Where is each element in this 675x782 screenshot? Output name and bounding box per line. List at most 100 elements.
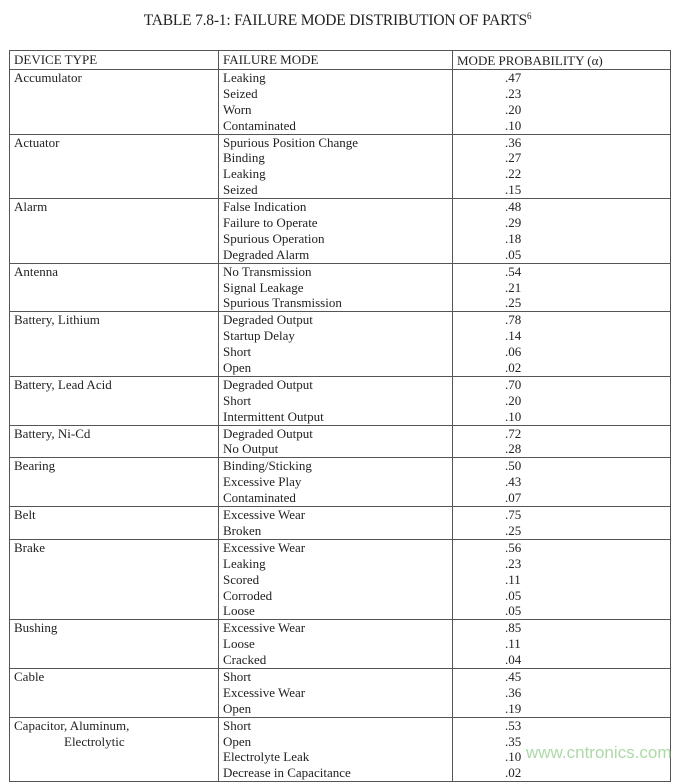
mode-probability-cell: .48.29.18.05	[452, 198, 671, 264]
failure-mode: Startup Delay	[223, 328, 295, 344]
failure-mode: Spurious Operation	[223, 230, 325, 246]
device-type-cell: Battery, Ni-Cd	[9, 424, 219, 459]
failure-mode: Leaking	[223, 70, 266, 85]
failure-mode-cell: Excessive Wear Leaking Scored Corroded Loose	[218, 538, 453, 621]
failure-mode-cell: Degraded Output No Output	[218, 424, 453, 459]
failure-mode-cell: False Indication Failure to Operate Spurio…	[218, 198, 453, 264]
failure-mode: Decrease in Capacitance	[223, 765, 351, 781]
mode-probability-cell: .47.23.20.10	[452, 69, 671, 135]
table-row: Battery, Lithium Degraded Output Startup D…	[9, 311, 671, 377]
failure-mode: Spurious Position Change	[223, 134, 359, 150]
failure-mode: Excessive Wear	[223, 684, 306, 700]
failure-mode: Binding	[223, 150, 265, 166]
mode-probability: .23	[505, 85, 522, 101]
header-device-type: DEVICE TYPE	[9, 50, 219, 70]
failure-mode: Open	[223, 733, 252, 749]
mode-probability: .18	[505, 230, 522, 246]
mode-probability: .15	[505, 182, 522, 198]
mode-probability-cell: .54.21.25	[452, 262, 671, 313]
failure-mode: Degraded Output	[223, 425, 313, 441]
mode-probability-cell: .72.28	[452, 424, 671, 459]
failure-mode: Short	[223, 717, 252, 733]
failure-mode-cell: Excessive Wear Loose Cracked	[218, 619, 453, 669]
table-row: Battery, Ni-Cd Degraded Output No Output .7…	[9, 424, 671, 459]
mode-probability: .23	[505, 555, 522, 571]
header-failure-mode: FAILURE MODE	[218, 50, 453, 70]
failure-mode-cell: Short Open Electrolyte Leak Decrease in Cap…	[218, 716, 453, 782]
device-type: Battery, Lead Acid	[14, 376, 112, 392]
mode-probability: .04	[505, 652, 522, 668]
watermark: www.cntronics.com	[526, 743, 672, 762]
device-type: Brake	[14, 539, 46, 555]
header-mode-probability: MODE PROBABILITY (α)	[452, 50, 671, 70]
device-type-cell: Belt	[9, 506, 219, 540]
table-row: Brake Excessive Wear Leaking Scored Corroded…	[9, 538, 671, 621]
failure-mode-cell: Degraded Output Short Intermittent Output	[218, 375, 453, 426]
device-type-cell: Bearing	[9, 457, 219, 508]
mode-probability: .43	[505, 474, 522, 490]
device-type: Battery, Lithium	[14, 312, 100, 328]
table-row: Battery, Lead Acid Degraded Output Short In…	[9, 375, 671, 426]
mode-probability: .05	[505, 246, 522, 262]
failure-mode-cell: Short Excessive Wear Open	[218, 667, 453, 718]
failure-mode: Corroded	[223, 587, 273, 603]
failure-mode: Broken	[223, 522, 262, 538]
mode-probability: .85	[505, 620, 522, 636]
device-type-cell: Alarm	[9, 198, 219, 264]
device-type-cell: Bushing	[9, 619, 219, 669]
mode-probability: .06	[505, 344, 522, 360]
mode-probability: .11	[505, 571, 521, 587]
mode-probability: .07	[505, 490, 522, 506]
failure-mode: Loose	[223, 636, 255, 652]
mode-probability: .48	[505, 199, 522, 215]
mode-probability: .05	[505, 603, 522, 619]
device-type: Bearing	[14, 458, 56, 474]
device-type-cell: Actuator	[9, 133, 219, 200]
failure-mode-cell: No Transmission Signal Leakage Spurious Tr…	[218, 262, 453, 313]
device-type: Cable	[14, 668, 45, 684]
device-type-cell: Cable	[9, 667, 219, 718]
failure-mode: Short	[223, 344, 252, 360]
mode-probability: .29	[505, 215, 522, 231]
device-type: Alarm	[14, 199, 48, 215]
mode-probability: .27	[505, 150, 522, 166]
failure-mode: Electrolyte Leak	[223, 749, 310, 765]
mode-probability-cell: .45.36.19	[452, 667, 671, 718]
failure-mode: Open	[223, 700, 252, 716]
failure-mode: Excessive Wear	[223, 539, 306, 555]
mode-probability: .36	[505, 134, 522, 150]
device-type-cell: Antenna	[9, 262, 219, 313]
mode-probability-cell: .78.14.06.02	[452, 311, 671, 377]
table-row: Accumulator Leaking Seized Worn Contaminated…	[9, 69, 671, 135]
failure-mode: No Output	[223, 441, 279, 457]
failure-mode: Contaminated	[223, 117, 296, 133]
failure-mode-cell: Degraded Output Startup Delay Short Open	[218, 311, 453, 377]
mode-probability: .75	[505, 507, 522, 523]
mode-probability: .19	[505, 700, 522, 716]
failure-mode: Seized	[223, 85, 258, 101]
device-type: Belt	[14, 507, 36, 523]
mode-probability: .22	[505, 166, 522, 182]
mode-probability: .02	[505, 765, 522, 781]
mode-probability: .25	[505, 522, 522, 538]
mode-probability-cell: .56.23.11.05.05	[452, 538, 671, 621]
mode-probability: .20	[505, 392, 522, 408]
failure-mode: Loose	[223, 603, 255, 619]
device-type: Capacitor, Aluminum,	[14, 717, 130, 733]
footnote-ref: 6	[526, 11, 532, 21]
failure-mode: Worn	[223, 101, 252, 117]
device-type-cell: Brake	[9, 538, 219, 621]
failure-mode: False Indication	[223, 199, 307, 215]
mode-probability: .78	[505, 312, 522, 328]
mode-probability: .72	[505, 425, 522, 441]
table-row: Belt Excessive Wear Broken .75.25	[9, 506, 671, 540]
device-type: Accumulator	[14, 70, 82, 85]
failure-mode-table: DEVICE TYPE FAILURE MODE MODE PROBABILIT…	[9, 50, 671, 782]
device-type: Battery, Ni-Cd	[14, 425, 91, 441]
failure-mode: Excessive Play	[223, 474, 302, 490]
device-type-cell: Accumulator	[9, 69, 219, 135]
mode-probability: .20	[505, 101, 522, 117]
table-title-text: TABLE 7.8-1: FAILURE MODE DISTRIBUTION O…	[143, 12, 527, 30]
device-type: Electrolytic	[64, 733, 125, 749]
mode-probability-cell: .85.11.04	[452, 619, 671, 669]
